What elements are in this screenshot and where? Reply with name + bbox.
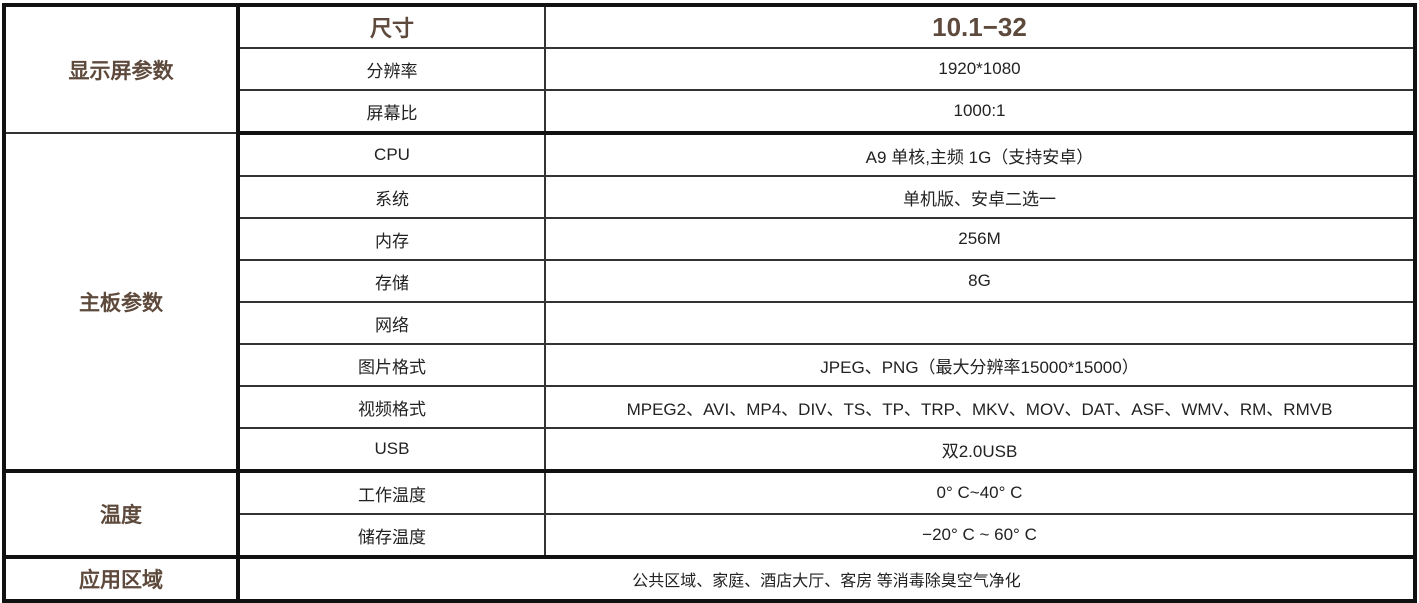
application-value: 公共区域、家庭、酒店大厅、客房 等消毒除臭空气净化 (237, 556, 1416, 602)
row-value: 256M (544, 217, 1416, 261)
table-row: 视频格式 MPEG2、AVI、MP4、DIV、TS、TP、TRP、MKV、MOV… (4, 385, 1416, 429)
row-label: 视频格式 (237, 385, 546, 429)
table-row: 网络 (4, 301, 1416, 345)
table-row: 主板参数 CPU A9 单核,主频 1G（支持安卓） (3, 132, 1416, 473)
group-board: 主板参数 (3, 132, 240, 473)
table-row: 系统 单机版、安卓二选一 (4, 175, 1416, 219)
row-value: 双2.0USB (544, 427, 1416, 473)
row-value: MPEG2、AVI、MP4、DIV、TS、TP、TRP、MKV、MOV、DAT、… (544, 385, 1416, 429)
row-label: CPU (237, 132, 546, 177)
table-row: 应用区域 公共区域、家庭、酒店大厅、客房 等消毒除臭空气净化 (3, 556, 1416, 602)
table-row: USB 双2.0USB (4, 427, 1416, 473)
spec-table: 显示屏参数 尺寸 10.1−32 分辨率 1920*1080 屏幕比 1000:… (2, 3, 1417, 603)
row-label: 分辨率 (237, 47, 546, 91)
size-label: 尺寸 (237, 4, 546, 49)
table-row: 储存温度 −20° C ~ 60° C (4, 513, 1416, 559)
row-label: 工作温度 (237, 470, 546, 515)
group-display: 显示屏参数 (3, 4, 240, 134)
table-row: 温度 工作温度 0° C~40° C (3, 470, 1416, 559)
row-value: −20° C ~ 60° C (544, 513, 1416, 559)
row-label: 储存温度 (237, 513, 546, 559)
row-label: 网络 (237, 301, 546, 345)
row-label: 存储 (237, 259, 546, 303)
row-label: 系统 (237, 175, 546, 219)
row-value (544, 301, 1416, 345)
row-value: 单机版、安卓二选一 (544, 175, 1416, 219)
group-application: 应用区域 (3, 556, 240, 602)
table-row: 屏幕比 1000:1 (4, 89, 1416, 135)
row-value: 8G (544, 259, 1416, 303)
row-label: 屏幕比 (237, 89, 546, 135)
row-value: 1920*1080 (544, 47, 1416, 91)
group-temperature: 温度 (3, 470, 240, 559)
table-row: 内存 256M (4, 217, 1416, 261)
row-value: JPEG、PNG（最大分辨率15000*15000） (544, 343, 1416, 387)
table-row: 分辨率 1920*1080 (4, 47, 1416, 91)
size-value: 10.1−32 (544, 4, 1416, 49)
row-label: 图片格式 (237, 343, 546, 387)
row-value: 0° C~40° C (544, 470, 1416, 515)
table-row: 显示屏参数 尺寸 10.1−32 (3, 4, 1416, 134)
table-row: 图片格式 JPEG、PNG（最大分辨率15000*15000） (4, 343, 1416, 387)
row-value: 1000:1 (544, 89, 1416, 135)
row-value: A9 单核,主频 1G（支持安卓） (544, 132, 1416, 177)
row-label: USB (237, 427, 546, 473)
row-label: 内存 (237, 217, 546, 261)
table-row: 存储 8G (4, 259, 1416, 303)
